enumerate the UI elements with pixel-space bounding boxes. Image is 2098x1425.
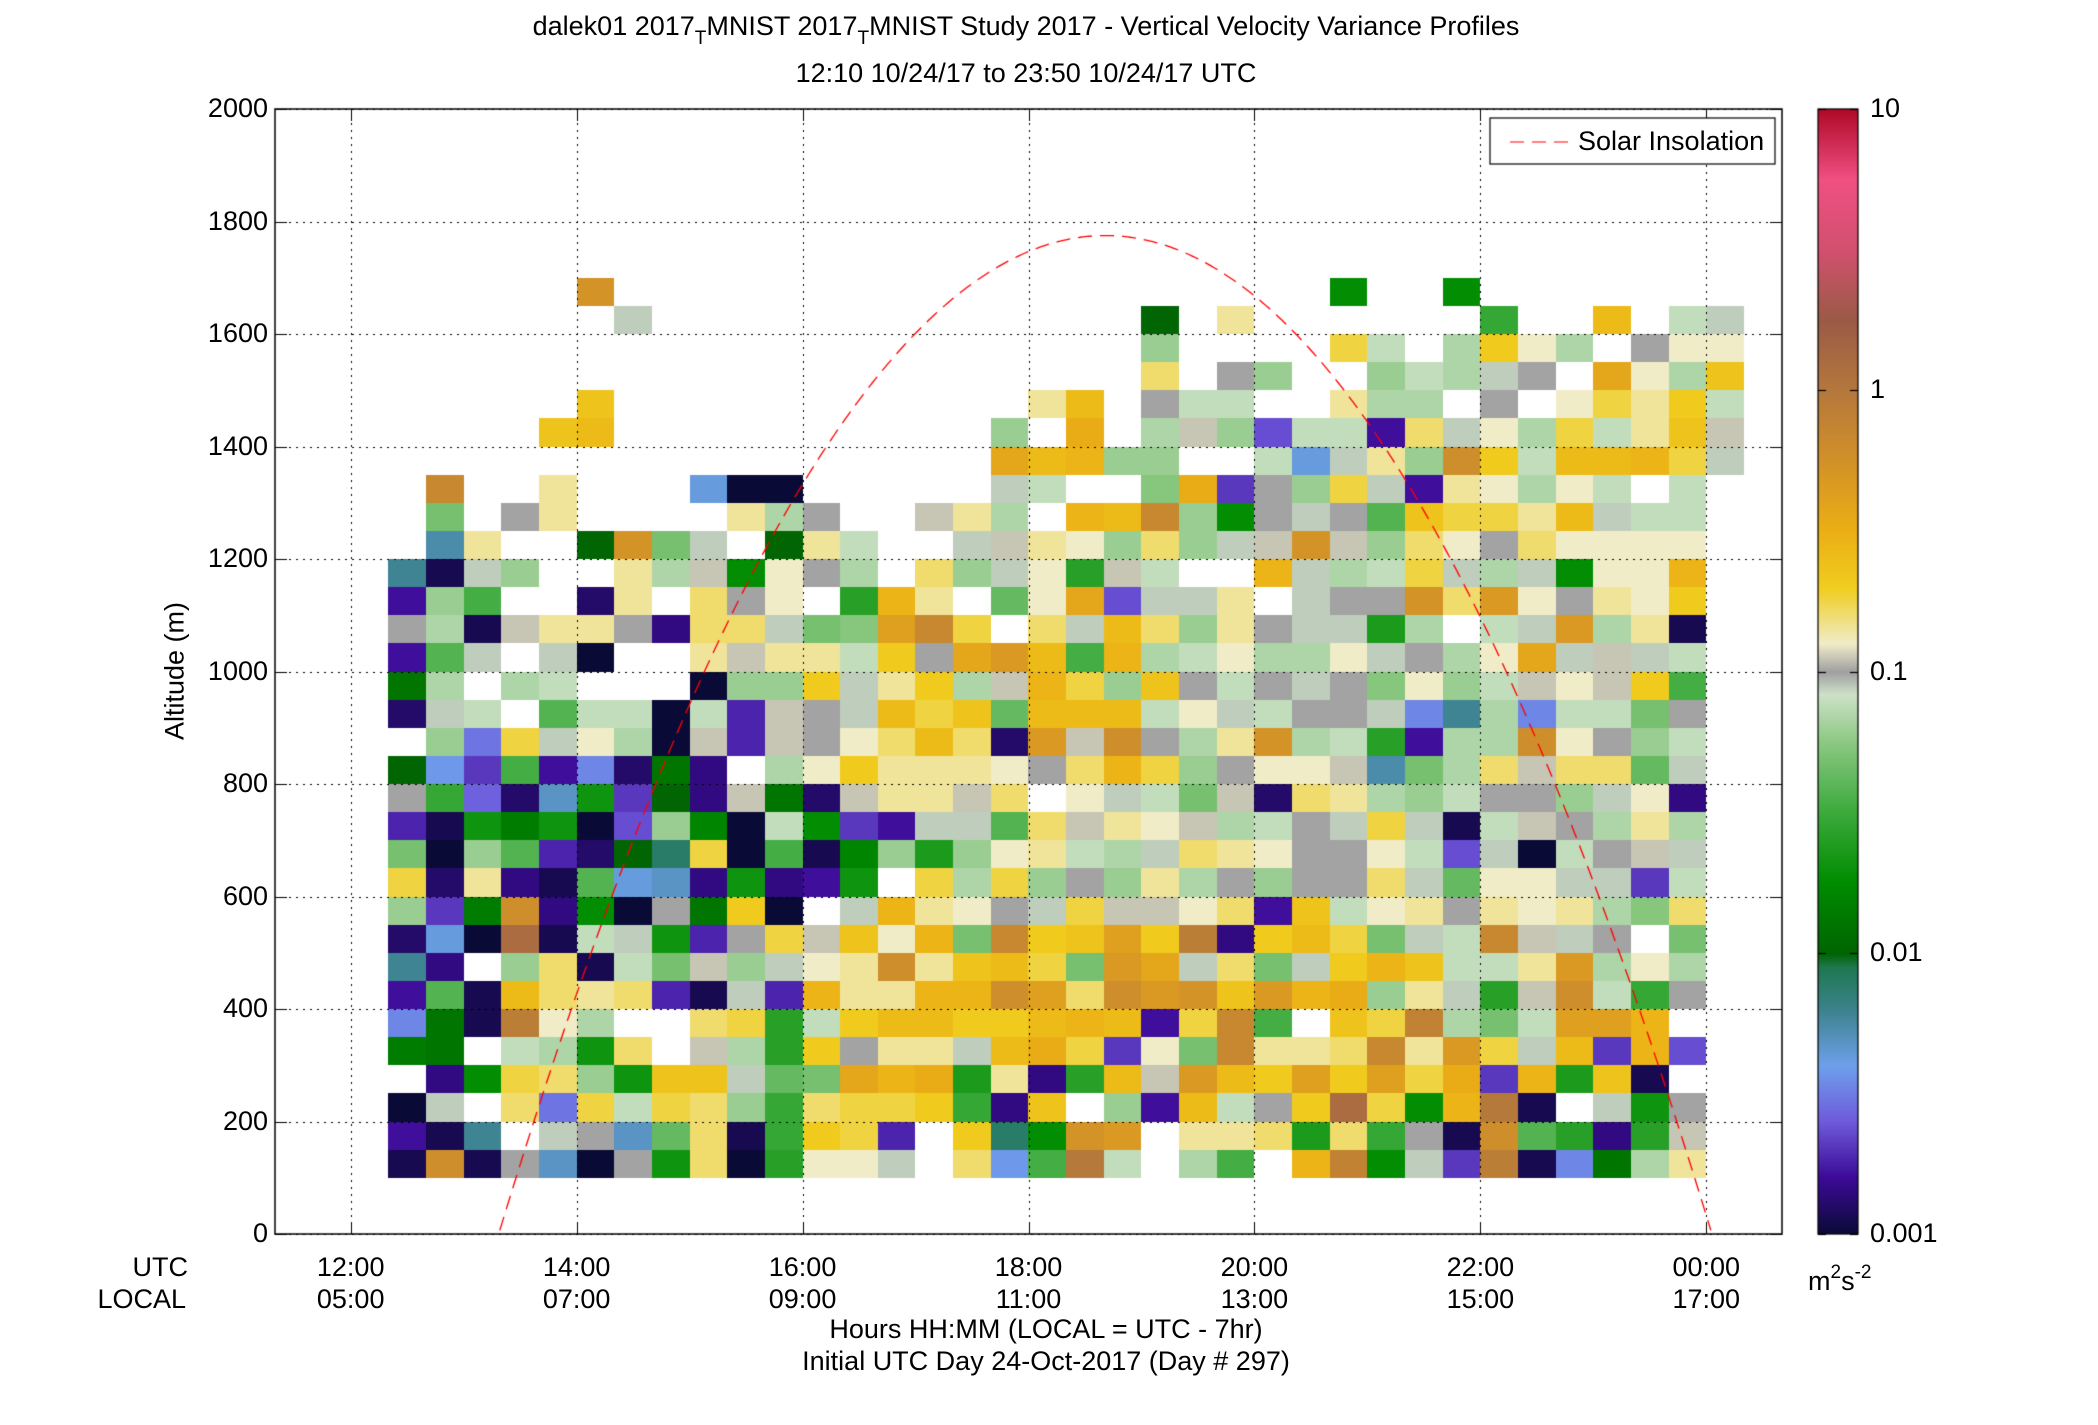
x-axis-label: Hours HH:MM (LOCAL = UTC - 7hr) — [829, 1314, 1263, 1344]
chart-title: dalek01 2017TMNIST 2017TMNIST Study 2017… — [532, 11, 1520, 49]
x-tick-label-utc: 16:00 — [768, 1252, 837, 1282]
chart-title-sub1: T — [694, 28, 707, 49]
colorbar-tick-label: 1 — [1870, 374, 1886, 405]
x-tick-label-local: 07:00 — [542, 1284, 611, 1314]
colorbar-tick-label: 0.001 — [1870, 1218, 1938, 1248]
x-tick-label-utc: 14:00 — [542, 1252, 611, 1282]
x-tick-label-local: 13:00 — [1220, 1284, 1289, 1314]
y-tick-label: 1000 — [207, 655, 268, 686]
x-tick-label-local: 05:00 — [316, 1284, 385, 1314]
colorbar-units-units_exp1: 2 — [1830, 1262, 1842, 1283]
x-tick-label-utc: 20:00 — [1220, 1252, 1289, 1282]
y-tick-label: 1400 — [207, 430, 268, 461]
x-tick-label-utc: 22:00 — [1446, 1252, 1515, 1282]
y-tick-label: 0 — [252, 1218, 268, 1248]
y-tick-label: 2000 — [207, 93, 268, 123]
x-tick-label-local: 17:00 — [1672, 1284, 1741, 1314]
colorbar-tick-label: 0.1 — [1870, 655, 1908, 686]
x-tick-label-local: 15:00 — [1446, 1284, 1515, 1314]
y-tick-label: 1800 — [207, 205, 268, 236]
chart-title-sub2: T — [857, 28, 870, 49]
x-tick-label-utc: 18:00 — [994, 1252, 1063, 1282]
x-tick-label-utc: 00:00 — [1672, 1252, 1741, 1282]
y-axis-label: Altitude (m) — [159, 601, 190, 741]
x-tick-label-utc: 12:00 — [316, 1252, 385, 1282]
colorbar-units-units_base: m — [1808, 1266, 1831, 1296]
y-tick-label: 400 — [222, 993, 268, 1023]
chart-title-mid: MNIST 2017 — [706, 11, 858, 41]
colorbar-units-units_mid: s — [1841, 1266, 1855, 1296]
x-tick-label-local: 09:00 — [768, 1284, 837, 1314]
y-tick-label: 1600 — [207, 318, 268, 348]
colorbar-tick-label: 0.01 — [1870, 936, 1923, 967]
chart-title-site: dalek01 2017 — [532, 11, 695, 41]
x-row-label-utc: UTC — [132, 1252, 189, 1282]
x-axis-label-2: Initial UTC Day 24-Oct-2017 (Day # 297) — [802, 1346, 1290, 1376]
y-tick-label: 200 — [222, 1105, 268, 1136]
chart-subtitle: 12:10 10/24/17 to 23:50 10/24/17 UTC — [795, 58, 1257, 88]
colorbar-units: m2s-2 — [1808, 1263, 1871, 1296]
colorbar-tick-label: 10 — [1870, 93, 1901, 123]
colorbar-units-units_exp2: -2 — [1854, 1262, 1872, 1283]
legend-label: Solar Insolation — [1578, 126, 1765, 156]
x-row-label-local: LOCAL — [97, 1284, 186, 1314]
y-tick-label: 600 — [222, 880, 268, 911]
x-tick-label-local: 11:00 — [995, 1284, 1062, 1314]
y-tick-label: 1200 — [207, 543, 268, 573]
y-tick-label: 800 — [222, 768, 268, 798]
chart-title-rest: MNIST Study 2017 - Vertical Velocity Var… — [869, 11, 1520, 41]
